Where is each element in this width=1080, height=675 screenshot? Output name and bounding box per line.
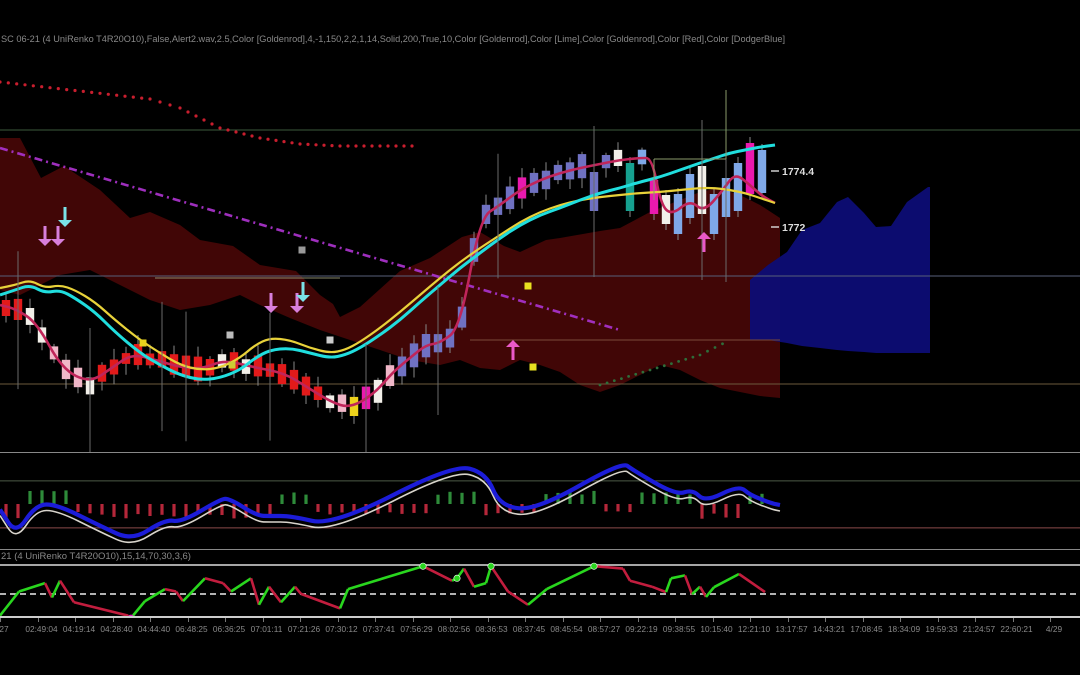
svg-text:1774.4: 1774.4 (782, 166, 814, 178)
svg-text:1772: 1772 (782, 222, 806, 234)
